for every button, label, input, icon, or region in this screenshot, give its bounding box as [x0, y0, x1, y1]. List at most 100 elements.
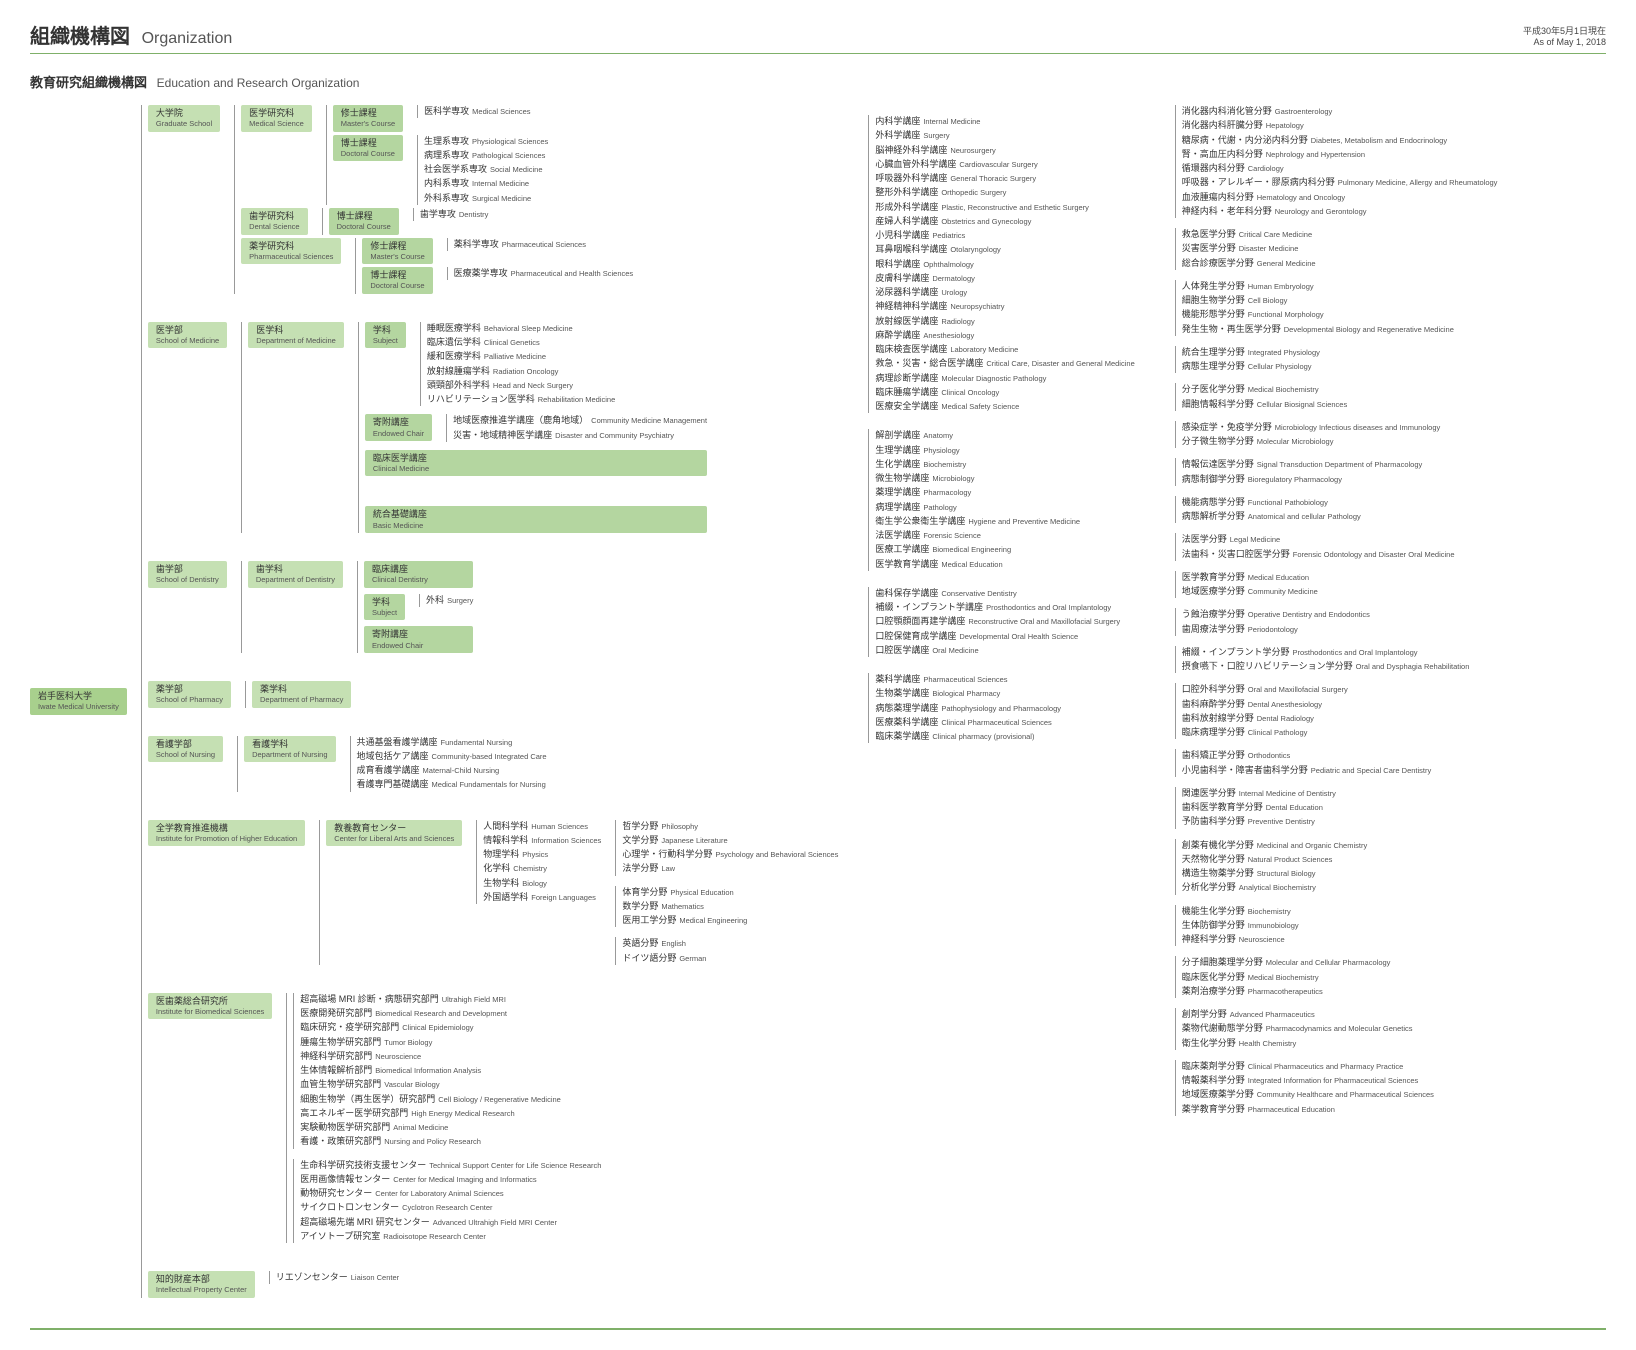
- list-item: 生物学科Biology: [483, 877, 601, 890]
- list-item: 共通基盤看護学講座Fundamental Nursing: [357, 736, 547, 749]
- list-item: 臨床薬学講座Clinical pharmacy (provisional): [875, 730, 1134, 743]
- endowed-chair: 寄附講座Endowed Chair: [365, 414, 432, 441]
- list-item: 病態解析学分野Anatomical and cellular Pathology: [1182, 510, 1498, 523]
- right-group: 法医学分野Legal Medicine 法歯科・災害口腔医学分野Forensic …: [1175, 533, 1498, 561]
- list-item: 臨床薬剤学分野Clinical Pharmaceutics and Pharma…: [1182, 1060, 1498, 1073]
- list-item: 薬理学講座Pharmacology: [875, 486, 1134, 499]
- liberal-arts-inst: 全学教育推進機構Institute for Promotion of Highe…: [148, 820, 305, 847]
- list-item: ドイツ語分野German: [622, 952, 838, 965]
- list-item: 生命科学研究技術支援センターTechnical Support Center f…: [300, 1159, 601, 1172]
- right-group: 統合生理学分野Integrated Physiology病態生理学分野Cellu…: [1175, 346, 1498, 374]
- list-item: 補綴・インプラント学分野Prosthodontics and Oral Impl…: [1182, 646, 1498, 659]
- list-item: 放射線医学講座Radiology: [875, 315, 1134, 328]
- school-nursing: 看護学部School of Nursing: [148, 736, 223, 763]
- list: 超高磁場 MRI 診断・病態研究部門Ultrahigh Field MRI医療開…: [293, 993, 601, 1149]
- list: 薬科学専攻Pharmaceutical Sciences: [447, 238, 586, 251]
- list-item: 地域医療学分野Community Medicine: [1182, 585, 1498, 598]
- ip-center: 知的財産本部Intellectual Property Center: [148, 1271, 255, 1298]
- list-item: 神経科学分野Neuroscience: [1182, 933, 1498, 946]
- list-item: 動物研究センターCenter for Laboratory Animal Sci…: [300, 1187, 601, 1200]
- date-en: As of May 1, 2018: [1523, 37, 1606, 49]
- list-item: 口腔保健育成学講座Developmental Oral Health Scien…: [875, 630, 1134, 643]
- list: 外科Surgery: [419, 594, 473, 607]
- dept-pharmacy: 薬学科Department of Pharmacy: [252, 681, 351, 708]
- list-item: 細胞生物学（再生医学）研究部門Cell Biology / Regenerati…: [300, 1093, 601, 1106]
- doctoral-course: 博士課程Doctoral Course: [362, 267, 432, 294]
- subject: 学科Subject: [365, 322, 406, 349]
- title-en: Organization: [142, 30, 233, 47]
- list-item: 医療薬学専攻Pharmaceutical and Health Sciences: [454, 267, 634, 280]
- list-item: 哲学分野Philosophy: [622, 820, 838, 833]
- list-item: 臨床腫瘍学講座Clinical Oncology: [875, 386, 1134, 399]
- list-item: 細胞情報科学分野Cellular Biosignal Sciences: [1182, 398, 1498, 411]
- clinmed-list: 内科学講座Internal Medicine外科学講座Surgery脳神経外科学…: [868, 115, 1134, 413]
- list-item: 泌尿器科学講座Urology: [875, 286, 1134, 299]
- list-item: 心理学・行動科学分野Psychology and Behavioral Scie…: [622, 848, 838, 861]
- list-item: 法医学分野Legal Medicine: [1182, 533, 1498, 546]
- list-item: 生化学講座Biochemistry: [875, 458, 1134, 471]
- grad-school-row: 大学院Graduate School 医学研究科Medical Science …: [148, 105, 838, 294]
- list-item: 社会医学系専攻Social Medicine: [424, 163, 548, 176]
- list: 体育学分野Physical Education数学分野Mathematics医用…: [615, 886, 838, 928]
- list-item: 医療開発研究部門Biomedical Research and Developm…: [300, 1007, 601, 1020]
- list-item: 病理学講座Pathology: [875, 501, 1134, 514]
- right-group: 機能生化学分野Biochemistry生体防御学分野Immunobiology神…: [1175, 905, 1498, 947]
- clinical-medicine: 臨床医学講座Clinical Medicine: [365, 450, 707, 477]
- school-pharmacy: 薬学部School of Pharmacy: [148, 681, 231, 708]
- right-group: 分子細胞薬理学分野Molecular and Cellular Pharmaco…: [1175, 956, 1498, 998]
- list-item: 高エネルギー医学研究部門High Energy Medical Research: [300, 1107, 601, 1120]
- list-item: 臨床病理学分野Clinical Pathology: [1182, 726, 1498, 739]
- list-item: 機能生化学分野Biochemistry: [1182, 905, 1498, 918]
- list-item: 統合生理学分野Integrated Physiology: [1182, 346, 1498, 359]
- list-item: 皮膚科学講座Dermatology: [875, 272, 1134, 285]
- endowed-chair: 寄附講座Endowed Chair: [364, 626, 473, 653]
- grad-depts: 医学研究科Medical Science 修士課程Master's Course…: [234, 105, 633, 294]
- list: 睡眠医療学科Behavioral Sleep Medicine臨床遺伝学科Cli…: [420, 322, 615, 407]
- list-item: 関連医学分野Internal Medicine of Dentistry: [1182, 787, 1498, 800]
- list-item: 臨床研究・疫学研究部門Clinical Epidemiology: [300, 1021, 601, 1034]
- list-item: 臨床遺伝学科Clinical Genetics: [427, 336, 615, 349]
- list-item: 情報科学科Information Sciences: [483, 834, 601, 847]
- grad-pharm: 薬学研究科Pharmaceutical Sciences: [241, 238, 341, 265]
- list-item: 成育看護学講座Maternal-Child Nursing: [357, 764, 547, 777]
- list-item: 人間科学科Human Sciences: [483, 820, 601, 833]
- list-item: 文学分野Japanese Literature: [622, 834, 838, 847]
- pharm-list: 薬科学講座Pharmaceutical Sciences生物薬学講座Biolog…: [868, 673, 1134, 743]
- subtitle-ja: 教育研究組織機構図: [30, 75, 147, 90]
- list-item: 歯学専攻Dentistry: [420, 208, 489, 221]
- list-item: リエゾンセンターLiaison Center: [276, 1271, 399, 1284]
- list-item: 血液腫瘍内科分野Hematology and Oncology: [1182, 191, 1498, 204]
- list-item: 麻酔学講座Anesthesiology: [875, 329, 1134, 342]
- list: 共通基盤看護学講座Fundamental Nursing地域包括ケア講座Comm…: [350, 736, 547, 792]
- list-item: 構造生物薬学分野Structural Biology: [1182, 867, 1498, 880]
- list-item: アイソトープ研究室Radioisotope Research Center: [300, 1230, 601, 1243]
- list-item: 血管生物学研究部門Vascular Biology: [300, 1078, 601, 1091]
- list-item: 超高磁場先端 MRI 研究センターAdvanced Ultrahigh Fiel…: [300, 1216, 601, 1229]
- masters-course: 修士課程Master's Course: [333, 105, 403, 132]
- list-item: 病態薬理学講座Pathophysiology and Pharmacology: [875, 702, 1134, 715]
- list: 生命科学研究技術支援センターTechnical Support Center f…: [293, 1159, 601, 1244]
- middle-column: 内科学講座Internal Medicine外科学講座Surgery脳神経外科学…: [868, 115, 1134, 743]
- list-item: 分子医化学分野Medical Biochemistry: [1182, 383, 1498, 396]
- basicmed-list: 解剖学講座Anatomy生理学講座Physiology生化学講座Biochemi…: [868, 429, 1134, 571]
- school-medicine-row: 医学部School of Medicine 医学科Department of M…: [148, 322, 838, 533]
- dept-medicine: 医学科Department of Medicine: [248, 322, 344, 349]
- subtitle: 教育研究組織機構図 Education and Research Organiz…: [30, 72, 1606, 91]
- list-item: 外科学講座Surgery: [875, 129, 1134, 142]
- list-item: 医学教育学分野Medical Education: [1182, 571, 1498, 584]
- list-item: 機能形態学分野Functional Morphology: [1182, 308, 1498, 321]
- right-group: 創剤学分野Advanced Pharmaceutics薬物代謝動態学分野Phar…: [1175, 1008, 1498, 1050]
- list-item: 法歯科・災害口腔医学分野Forensic Odontology and Disa…: [1182, 548, 1498, 561]
- list-item: 生物薬学講座Biological Pharmacy: [875, 687, 1134, 700]
- list-item: 耳鼻咽喉科学講座Otolaryngology: [875, 243, 1134, 256]
- list-item: 口腔顎顔面再建学講座Reconstructive Oral and Maxill…: [875, 615, 1134, 628]
- root-ja: 岩手医科大学: [38, 691, 92, 701]
- list-item: 分析化学分野Analytical Biochemistry: [1182, 881, 1498, 894]
- list-item: 生理学講座Physiology: [875, 444, 1134, 457]
- list: リエゾンセンターLiaison Center: [269, 1271, 399, 1284]
- list-item: 腫瘍生物学研究部門Tumor Biology: [300, 1036, 601, 1049]
- doctoral-course: 博士課程Doctoral Course: [333, 135, 403, 162]
- right-group: 臨床薬剤学分野Clinical Pharmaceutics and Pharma…: [1175, 1060, 1498, 1116]
- list-item: 微生物学講座Microbiology: [875, 472, 1134, 485]
- list-item: 医科学専攻Medical Sciences: [424, 105, 530, 118]
